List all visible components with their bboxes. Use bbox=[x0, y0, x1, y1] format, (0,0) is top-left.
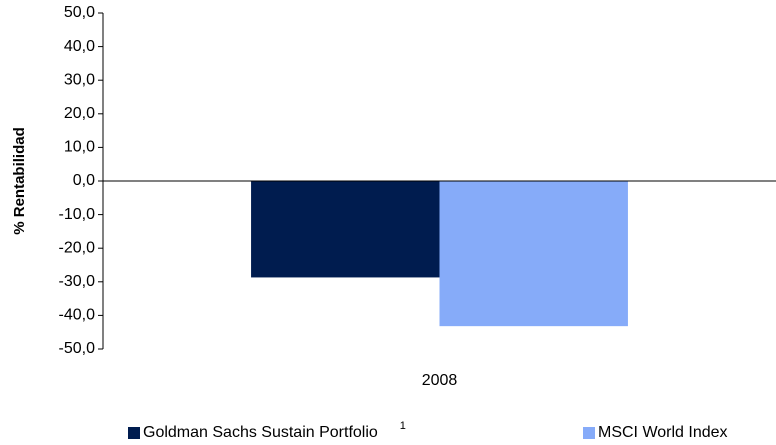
y-tick-label: 0,0 bbox=[73, 172, 95, 189]
x-tick-label: 2008 bbox=[422, 372, 458, 389]
y-tick-label: -50,0 bbox=[59, 340, 96, 357]
legend-label: Goldman Sachs Sustain Portfolio bbox=[143, 424, 378, 441]
legend-note: 1 bbox=[400, 420, 406, 432]
y-tick-label: -40,0 bbox=[59, 307, 96, 324]
y-tick-label: -20,0 bbox=[59, 239, 96, 256]
y-tick-label: 40,0 bbox=[64, 38, 95, 55]
y-tick-label: -10,0 bbox=[59, 206, 96, 223]
bar bbox=[251, 181, 440, 278]
y-tick-label: 20,0 bbox=[64, 105, 95, 122]
y-tick-label: 50,0 bbox=[64, 4, 95, 21]
y-tick-label: 30,0 bbox=[64, 71, 95, 88]
bar bbox=[439, 181, 628, 327]
y-axis-label: % Rentabilidad bbox=[11, 127, 28, 235]
y-tick-label: -30,0 bbox=[59, 273, 96, 290]
legend-label: MSCI World Index bbox=[598, 424, 728, 441]
legend-swatch bbox=[583, 427, 595, 439]
legend-swatch bbox=[128, 427, 140, 439]
y-tick-label: 10,0 bbox=[64, 139, 95, 156]
